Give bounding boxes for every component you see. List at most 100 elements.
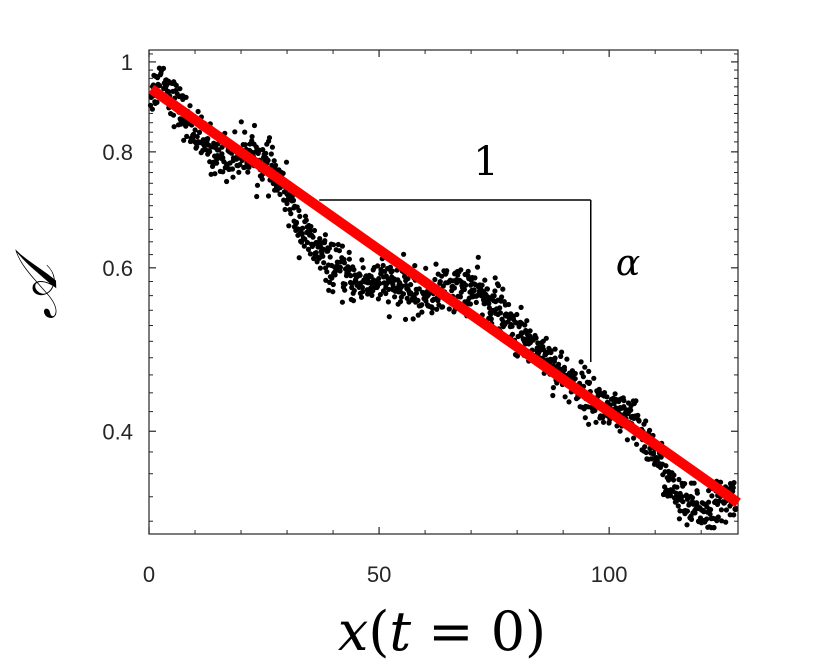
data-point (439, 273, 445, 279)
data-point (706, 499, 712, 505)
data-point (492, 275, 498, 281)
data-point (311, 227, 318, 234)
data-point (321, 260, 327, 266)
data-point (342, 281, 348, 287)
data-point (582, 364, 588, 370)
data-point (566, 399, 572, 405)
data-point (419, 302, 425, 308)
data-point (254, 193, 260, 200)
data-point (624, 437, 631, 443)
data-point (527, 328, 533, 334)
data-point (273, 162, 279, 168)
data-point (694, 490, 701, 496)
data-point (484, 286, 490, 292)
data-point (675, 503, 681, 509)
data-point (149, 106, 155, 112)
data-point (173, 82, 179, 88)
data-point (341, 260, 347, 266)
data-point (220, 169, 226, 175)
data-point (451, 285, 457, 291)
data-point (488, 311, 494, 317)
data-point (277, 191, 283, 197)
data-point (380, 262, 386, 269)
data-point (591, 375, 597, 381)
data-point (474, 264, 481, 270)
data-point (326, 245, 332, 251)
data-point (479, 282, 485, 288)
data-point (270, 180, 276, 187)
data-point (708, 507, 714, 513)
data-point (342, 287, 348, 293)
x-tick-label: 50 (367, 562, 391, 587)
data-point (348, 273, 354, 279)
data-point (260, 147, 266, 153)
data-point (287, 207, 293, 213)
data-point (207, 159, 213, 165)
data-point (297, 213, 303, 219)
data-point (514, 353, 521, 359)
data-point (283, 159, 290, 165)
data-point (385, 299, 391, 305)
data-point (642, 444, 648, 450)
data-point (671, 472, 677, 478)
y-axis-ticks: 0.4 0.6 0.8 1 (102, 50, 738, 522)
data-point (676, 516, 683, 522)
x-axis-label-var: x (338, 600, 368, 663)
data-point (586, 421, 592, 427)
data-point (514, 311, 520, 318)
data-point (330, 281, 336, 288)
data-point (527, 333, 533, 339)
data-point (181, 137, 187, 143)
data-point (392, 294, 398, 300)
data-point (475, 254, 481, 260)
data-point (212, 171, 218, 177)
data-point (461, 286, 467, 293)
data-point (376, 276, 382, 282)
data-point (305, 246, 312, 252)
data-point (399, 283, 405, 289)
data-point (572, 370, 578, 377)
data-point (360, 289, 366, 295)
data-point (706, 488, 712, 494)
data-point (429, 305, 436, 311)
data-point (268, 151, 274, 157)
data-point (336, 248, 342, 254)
data-point (711, 525, 717, 531)
data-point (329, 275, 335, 281)
data-point (317, 236, 323, 242)
data-point (670, 477, 677, 483)
data-point (491, 293, 497, 299)
data-point (157, 83, 163, 89)
data-point (358, 294, 365, 300)
data-point (691, 480, 697, 486)
data-point (265, 193, 272, 199)
data-point (558, 353, 564, 359)
data-point (600, 419, 607, 425)
data-point (237, 162, 243, 168)
data-point (322, 232, 328, 238)
data-point (668, 493, 674, 499)
data-point (230, 174, 236, 180)
data-point (552, 355, 558, 361)
data-point (251, 122, 258, 129)
data-point (730, 485, 736, 491)
data-point (242, 129, 248, 135)
data-point (676, 476, 682, 483)
data-point (359, 257, 365, 263)
x-axis-label: x(t = 0) (338, 600, 546, 663)
x-axis-label-inner-var: t (389, 600, 411, 663)
data-point (408, 282, 414, 288)
data-point (269, 144, 275, 150)
data-point (592, 407, 598, 414)
data-point (229, 166, 236, 172)
data-point (684, 522, 690, 528)
data-point (506, 301, 512, 308)
data-point (518, 304, 524, 310)
data-point (214, 160, 220, 166)
y-axis-label: 𝒜 (2, 248, 70, 319)
data-point (377, 292, 383, 298)
data-point (290, 197, 297, 203)
data-point (473, 299, 479, 305)
data-point (339, 299, 345, 305)
data-point (405, 276, 411, 282)
